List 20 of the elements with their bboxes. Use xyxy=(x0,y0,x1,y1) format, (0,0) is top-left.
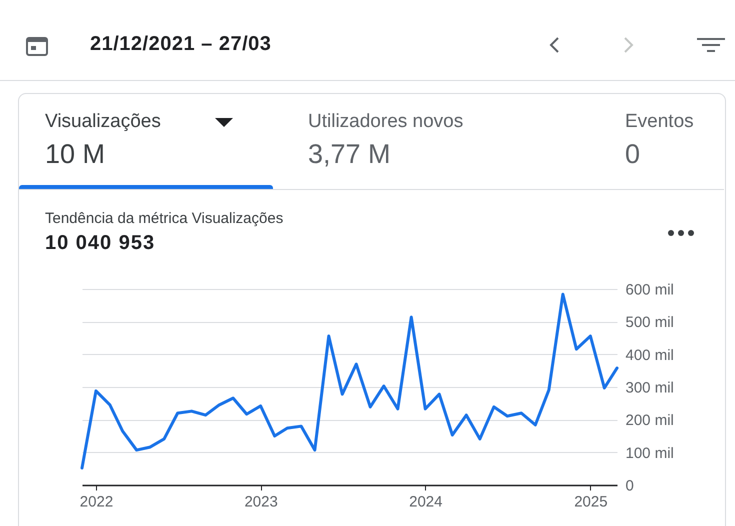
y-tick-label: 400 mil xyxy=(626,346,674,364)
y-tick-label: 500 mil xyxy=(626,314,674,332)
chart-subtitle: 10 040 953 xyxy=(45,232,156,255)
x-tick-label: 2024 xyxy=(409,494,442,510)
text: Utilizadores novos xyxy=(308,111,464,133)
x-tick-label: 2022 xyxy=(80,494,114,510)
text: 3,77 M xyxy=(308,139,391,170)
y-tick-label: 100 mil xyxy=(626,444,674,462)
y-tick-label: 0 xyxy=(626,478,634,494)
text: 10 M xyxy=(45,139,106,170)
text: Eventos xyxy=(625,111,694,133)
text: Visualizações xyxy=(45,111,161,133)
y-tick-label: 300 mil xyxy=(626,380,674,396)
y-tick-label: 200 mil xyxy=(626,412,674,430)
text: 21/12/2021 – 27/03 xyxy=(90,33,272,56)
line-series xyxy=(80,292,618,470)
chart-title: Tendência da métrica Visualizações xyxy=(45,210,284,227)
x-tick-label: 2023 xyxy=(244,494,278,510)
y-tick-label: 600 mil xyxy=(626,282,674,298)
x-tick-label: 2025 xyxy=(574,494,608,510)
